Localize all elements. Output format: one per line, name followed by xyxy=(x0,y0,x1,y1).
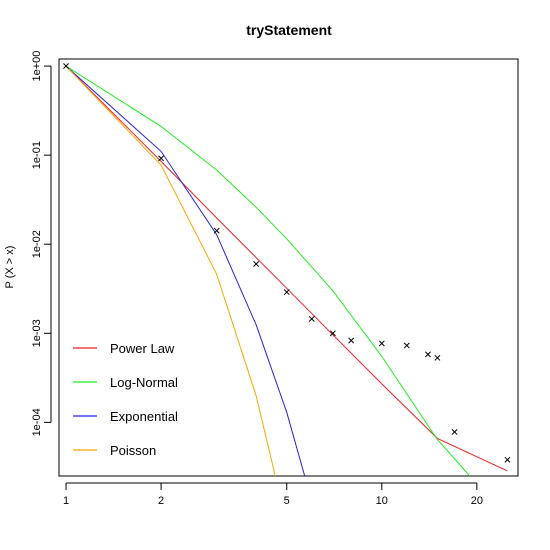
data-point xyxy=(283,289,290,296)
x-tick-label: 1 xyxy=(63,495,69,507)
data-point xyxy=(348,337,355,344)
series-line-exponential xyxy=(65,65,306,476)
data-point xyxy=(213,227,220,234)
series-line-log-normal xyxy=(65,65,471,476)
data-point xyxy=(329,330,336,337)
data-point xyxy=(158,155,165,162)
legend-label: Power Law xyxy=(110,341,175,356)
x-axis: 1 2 5 10 20 xyxy=(63,482,483,507)
x-tick-label: 20 xyxy=(471,495,483,507)
data-point xyxy=(308,315,315,322)
series-layer xyxy=(65,65,508,476)
legend-item-power-law: Power Law xyxy=(73,341,175,356)
legend-label: Exponential xyxy=(110,409,178,424)
y-tick-label: 1e-04 xyxy=(31,408,43,436)
y-axis: 1e+00 1e-01 1e-02 1e-03 1e-04 xyxy=(31,51,52,436)
data-point xyxy=(424,351,431,358)
legend-item-poisson: Poisson xyxy=(73,443,156,458)
series-line-power-law xyxy=(65,65,508,472)
data-point xyxy=(403,342,410,349)
legend-label: Poisson xyxy=(110,443,156,458)
plot-frame xyxy=(58,58,519,477)
x-tick-label: 5 xyxy=(284,495,290,507)
data-point xyxy=(451,429,458,435)
legend-item-exponential: Exponential xyxy=(73,409,178,424)
chart-title: tryStatement xyxy=(246,22,332,38)
data-point xyxy=(63,63,69,70)
y-tick-label: 1e-02 xyxy=(31,230,43,258)
data-point xyxy=(504,456,511,463)
x-tick-label: 2 xyxy=(158,495,164,507)
legend-item-log-normal: Log-Normal xyxy=(73,375,178,390)
legend-label: Log-Normal xyxy=(110,375,178,390)
y-tick-label: 1e+00 xyxy=(31,51,43,82)
x-tick-label: 10 xyxy=(376,495,388,507)
y-tick-label: 1e-01 xyxy=(31,141,43,169)
data-point xyxy=(434,354,441,361)
points-layer xyxy=(63,63,511,463)
data-point xyxy=(378,340,385,347)
data-point xyxy=(253,261,260,267)
y-tick-label: 1e-03 xyxy=(31,319,43,347)
legend: Power Law Log-Normal Exponential Poisson xyxy=(73,341,178,458)
series-line-poisson xyxy=(65,65,276,476)
y-axis-label: P (X > x) xyxy=(4,246,16,289)
